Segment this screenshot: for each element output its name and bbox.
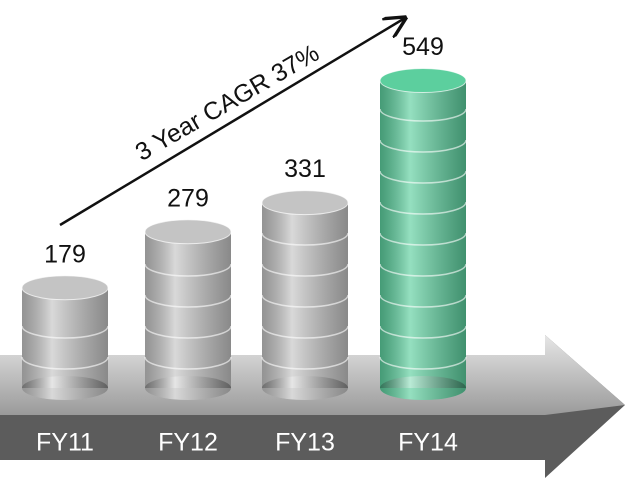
disk-edge — [21, 356, 109, 370]
bar-shade — [380, 80, 466, 388]
value-label: 179 — [44, 240, 86, 268]
disk-edge — [379, 263, 467, 277]
x-tick-label: FY14 — [398, 429, 458, 457]
bar-base-shade — [262, 376, 348, 400]
growth-arrow — [59, 18, 405, 227]
disk-edge — [144, 294, 232, 308]
disk-edge — [379, 201, 467, 215]
disk-edge — [379, 170, 467, 184]
cagr-annotation: 3 Year CAGR 37% — [131, 39, 324, 167]
disk-edge — [379, 108, 467, 122]
disk-edge — [379, 325, 467, 339]
disk-edge — [379, 232, 467, 246]
bar-base-shade — [145, 376, 231, 400]
disk-edge — [379, 139, 467, 153]
bar-top — [21, 275, 109, 301]
value-label: 331 — [284, 155, 326, 183]
bar-top — [379, 68, 467, 94]
value-label: 279 — [167, 184, 209, 212]
bar-shade — [145, 231, 231, 388]
value-label: 549 — [402, 33, 444, 61]
disk-edge — [21, 325, 109, 339]
x-tick-label: FY11 — [36, 429, 94, 457]
disk-edge — [144, 263, 232, 277]
x-tick-label: FY13 — [275, 429, 335, 457]
disk-edge — [144, 356, 232, 370]
disk-edge — [379, 294, 467, 308]
x-tick-label: FY12 — [158, 429, 218, 457]
bar-base-shade — [380, 376, 466, 400]
disk-edge — [144, 325, 232, 339]
bar-top — [144, 219, 232, 245]
disk-edge — [261, 263, 349, 277]
disk-edge — [261, 325, 349, 339]
bar-base-shade — [22, 376, 108, 400]
disk-edge — [261, 356, 349, 370]
disk-edge — [261, 232, 349, 246]
disk-edge — [379, 356, 467, 370]
disk-edge — [261, 294, 349, 308]
bar-shade — [262, 202, 348, 388]
bar-top — [261, 190, 349, 216]
